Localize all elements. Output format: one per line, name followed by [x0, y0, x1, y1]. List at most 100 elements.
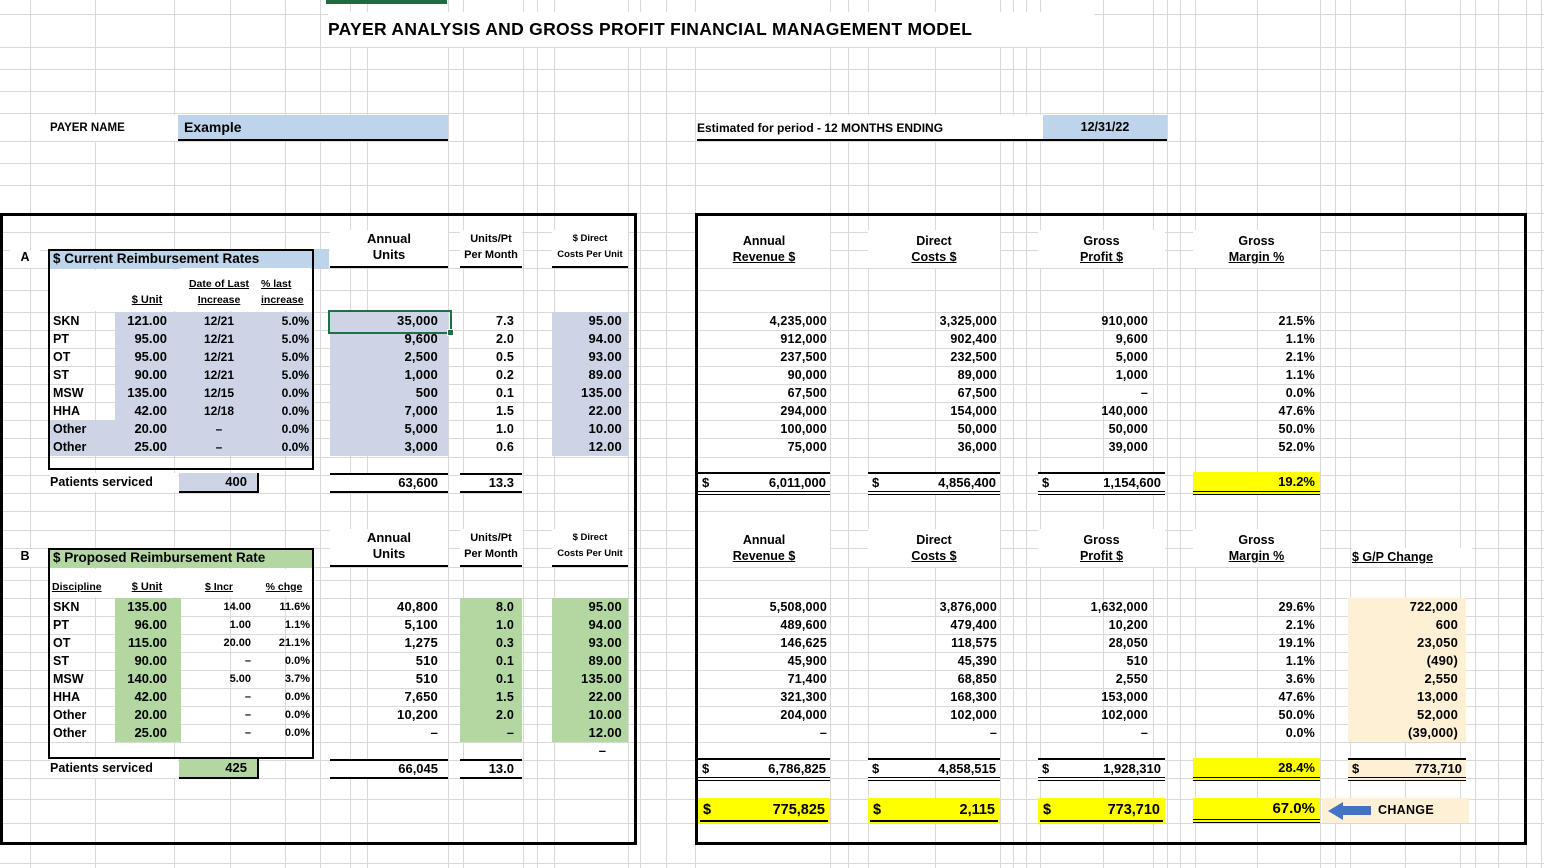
margin-cell[interactable]: 47.6%: [1278, 689, 1315, 704]
discipline-cell[interactable]: OT: [53, 349, 71, 364]
units-pt-cell[interactable]: –: [460, 724, 522, 743]
period-end-date-input[interactable]: 12/31/22: [1043, 115, 1167, 141]
profit-cell[interactable]: 1,000: [1115, 367, 1148, 382]
unit-rate-cell[interactable]: 20.00: [115, 420, 181, 439]
gp-change-cell[interactable]: 2,550: [1348, 669, 1466, 688]
costs-cell[interactable]: 118,575: [951, 635, 997, 650]
costs-cell[interactable]: 3,876,000: [939, 599, 997, 614]
unit-rate-cell[interactable]: 20.00: [115, 706, 181, 725]
discipline-cell[interactable]: PT: [53, 617, 69, 632]
profit-cell[interactable]: 9,600: [1115, 331, 1148, 346]
discipline-cell[interactable]: ST: [53, 653, 69, 668]
b-total-units-pt[interactable]: 13.0: [460, 758, 522, 779]
units-pt-cell[interactable]: 0.1: [460, 651, 522, 670]
gp-change-cell[interactable]: 52,000: [1348, 706, 1466, 725]
profit-cell[interactable]: 910,000: [1101, 313, 1148, 328]
costs-cell[interactable]: 50,000: [957, 422, 997, 437]
pct-cell[interactable]: 0.0%: [257, 383, 313, 402]
b-total-profit[interactable]: $1,928,310: [1038, 757, 1165, 781]
annual-units-cell[interactable]: 7,000: [330, 401, 448, 421]
b-total-annual-units[interactable]: 66,045: [330, 758, 448, 779]
annual-units-cell[interactable]: 7,650: [404, 688, 438, 704]
discipline-cell[interactable]: Other: [50, 420, 115, 439]
chge-cell[interactable]: 0.0%: [284, 654, 310, 667]
revenue-cell[interactable]: 67,500: [787, 385, 827, 400]
discipline-cell[interactable]: Other: [50, 438, 115, 457]
margin-cell[interactable]: 21.5%: [1278, 313, 1315, 328]
revenue-cell[interactable]: 71,400: [787, 671, 827, 686]
profit-cell[interactable]: 10,200: [1108, 617, 1148, 632]
discipline-cell[interactable]: OT: [53, 635, 71, 650]
chge-cell[interactable]: 3.7%: [284, 672, 310, 685]
annual-units-cell[interactable]: 40,800: [397, 598, 438, 614]
margin-cell[interactable]: 50.0%: [1278, 422, 1315, 437]
unit-rate-cell[interactable]: 96.00: [115, 615, 181, 634]
direct-cost-cell[interactable]: 94.00: [552, 329, 628, 348]
discipline-cell[interactable]: PT: [53, 331, 69, 346]
margin-cell[interactable]: 2.1%: [1285, 617, 1315, 632]
unit-rate-cell[interactable]: 115.00: [115, 633, 181, 652]
margin-cell[interactable]: 1.1%: [1285, 367, 1315, 382]
annual-units-cell[interactable]: 510: [415, 670, 438, 686]
annual-units-cell[interactable]: 2,500: [330, 347, 448, 366]
discipline-cell[interactable]: Other: [53, 726, 87, 741]
direct-cost-cell[interactable]: 95.00: [552, 597, 628, 616]
margin-cell[interactable]: 19.1%: [1278, 635, 1315, 650]
profit-cell[interactable]: 102,000: [1101, 708, 1148, 723]
units-pt-cell[interactable]: 1.5: [460, 687, 522, 707]
units-pt-cell[interactable]: 8.0: [460, 597, 522, 616]
annual-units-cell[interactable]: 1,000: [330, 365, 448, 384]
units-pt-cell[interactable]: 0.5: [496, 349, 514, 364]
date-cell[interactable]: –: [181, 420, 257, 439]
a-total-profit[interactable]: $1,154,600: [1038, 471, 1165, 495]
date-cell[interactable]: 12/21: [181, 311, 257, 330]
b-total-margin[interactable]: 28.4%: [1193, 757, 1320, 781]
direct-cost-cell[interactable]: 93.00: [552, 347, 628, 366]
chge-cell[interactable]: 1.1%: [284, 618, 310, 631]
costs-cell[interactable]: 232,500: [950, 349, 997, 364]
incr-cell[interactable]: 5.00: [229, 672, 251, 685]
revenue-cell[interactable]: –: [819, 726, 827, 741]
units-pt-cell[interactable]: 1.0: [460, 615, 522, 634]
unit-rate-cell[interactable]: 90.00: [115, 365, 181, 384]
gp-change-cell[interactable]: 722,000: [1348, 597, 1466, 616]
unit-rate-cell[interactable]: 135.00: [115, 597, 181, 616]
unit-rate-cell[interactable]: 90.00: [115, 651, 181, 670]
direct-cost-cell[interactable]: 89.00: [552, 365, 628, 384]
date-cell[interactable]: 12/21: [181, 329, 257, 348]
annual-units-cell[interactable]: 500: [330, 383, 448, 402]
margin-cell[interactable]: 0.0%: [1285, 726, 1315, 741]
costs-cell[interactable]: 36,000: [957, 440, 997, 455]
unit-rate-cell[interactable]: 95.00: [115, 347, 181, 366]
incr-cell[interactable]: –: [244, 709, 251, 722]
revenue-cell[interactable]: 146,625: [780, 635, 827, 650]
margin-cell[interactable]: 29.6%: [1278, 599, 1315, 614]
direct-cost-cell[interactable]: 94.00: [552, 615, 628, 634]
profit-cell[interactable]: 2,550: [1115, 671, 1148, 686]
unit-rate-cell[interactable]: 121.00: [115, 311, 181, 330]
direct-cost-cell[interactable]: 10.00: [552, 706, 628, 725]
incr-cell[interactable]: 1.00: [229, 618, 251, 631]
discipline-cell[interactable]: HHA: [53, 689, 81, 704]
unit-rate-cell[interactable]: 95.00: [115, 329, 181, 348]
a-total-margin[interactable]: 19.2%: [1193, 471, 1320, 495]
pct-cell[interactable]: 5.0%: [257, 329, 313, 348]
section-b-header[interactable]: $ Proposed Reimbursement Rate: [48, 548, 313, 568]
chge-cell[interactable]: 21.1%: [278, 636, 310, 649]
change-revenue[interactable]: $775,825: [698, 798, 830, 823]
a-total-units-pt[interactable]: 13.3: [460, 472, 522, 493]
unit-rate-cell[interactable]: 140.00: [115, 669, 181, 688]
units-pt-cell[interactable]: 0.1: [496, 385, 514, 400]
profit-cell[interactable]: 1,632,000: [1090, 599, 1148, 614]
margin-cell[interactable]: 0.0%: [1285, 385, 1315, 400]
costs-cell[interactable]: 902,400: [950, 331, 997, 346]
date-cell[interactable]: –: [181, 438, 257, 457]
chge-cell[interactable]: 0.0%: [284, 709, 310, 722]
incr-cell[interactable]: 20.00: [223, 636, 251, 649]
profit-cell[interactable]: 153,000: [1101, 689, 1148, 704]
units-pt-cell[interactable]: 2.0: [460, 706, 522, 725]
pct-cell[interactable]: 5.0%: [257, 347, 313, 366]
date-cell[interactable]: 12/18: [181, 401, 257, 421]
unit-rate-cell[interactable]: 42.00: [115, 687, 181, 707]
b-total-gp-change[interactable]: $773,710: [1348, 757, 1466, 781]
